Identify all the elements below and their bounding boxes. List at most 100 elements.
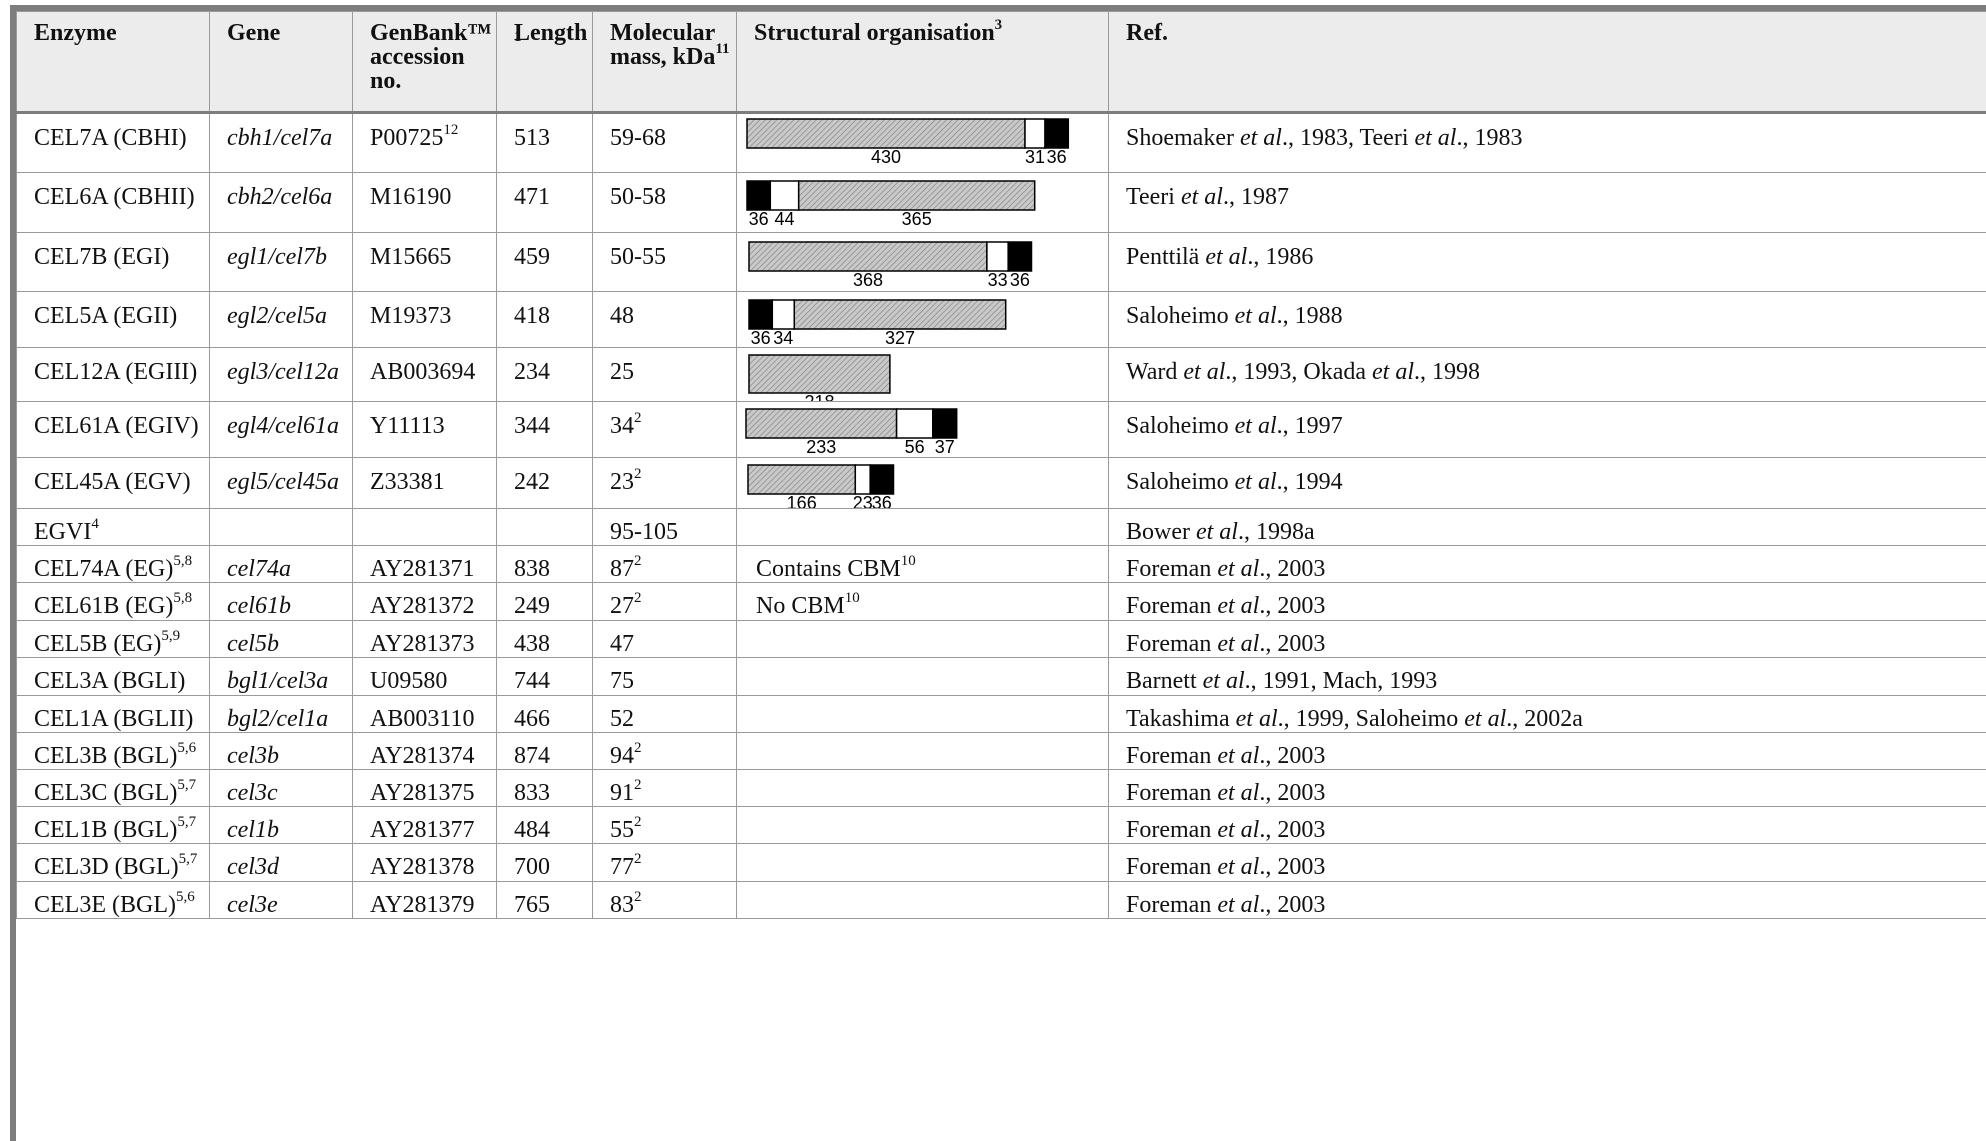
- genbank-accession: Y11113: [370, 413, 445, 439]
- cell-ref: Foreman et al., 2003: [1108, 769, 1986, 807]
- cell-gene: bgl1/cel3a: [209, 657, 353, 696]
- cell-structural-organisation: [736, 769, 1109, 807]
- catalytic-domain-block: [793, 299, 1007, 330]
- enzyme-name: CEL5B (EG): [34, 631, 162, 657]
- genbank-accession: M15665: [370, 244, 452, 270]
- enzyme-name: CEL7A (CBHI): [34, 125, 187, 151]
- mass-footnote: 2: [634, 851, 642, 867]
- table-row: CEL3A (BGLI) bgl1/cel3a U09580 744 75 Barnett…: [16, 657, 1986, 696]
- length-value: 466: [514, 706, 550, 732]
- cell-gene: cel61b: [209, 582, 353, 621]
- segment-length-label: 233: [806, 437, 836, 457]
- segment-length-label: 430: [871, 147, 901, 167]
- cell-molecular-mass: 52: [592, 695, 737, 733]
- enzyme-name: CEL3B (BGL): [34, 743, 178, 769]
- cbm-block: [746, 180, 772, 211]
- mass-value: 77: [610, 854, 634, 880]
- cell-gene: egl4/cel61a: [209, 401, 353, 458]
- enzyme-footnote: 5,8: [173, 553, 193, 569]
- ref-text: ., 2003: [1259, 593, 1326, 619]
- cell-enzyme: CEL7A (CBHI): [16, 112, 210, 173]
- header-row: Enzyme Gene GenBank™ accession no. Length 1…: [16, 11, 1986, 114]
- gene-name: cel1b: [227, 817, 279, 843]
- enzyme-name: CEL61B (EG): [34, 593, 174, 619]
- cell-molecular-mass: 772: [592, 843, 737, 882]
- ref-etal: et al: [1217, 593, 1260, 619]
- segment-length-label: 36: [749, 209, 769, 229]
- mass-value: 34: [610, 413, 634, 439]
- cell-structural-organisation: No CBM10: [736, 582, 1109, 621]
- gene-name: cel74a: [227, 556, 291, 582]
- cell-enzyme: CEL61A (EGIV): [16, 401, 210, 458]
- cell-ref: Saloheimo et al., 1988: [1108, 291, 1986, 348]
- col-header-structural-organisation: Structural organisation3: [736, 11, 1109, 114]
- gene-name: cel61b: [227, 593, 291, 619]
- ref-etal: et al: [1205, 244, 1248, 270]
- enzyme-footnote: 5,7: [177, 777, 197, 793]
- ref-text: Teeri: [1126, 184, 1181, 210]
- ref-text: ., 1998: [1414, 359, 1481, 385]
- mass-value: 27: [610, 593, 634, 619]
- table-row: CEL6A (CBHII) cbh2/cel6a M16190 471 50-58 36 4…: [16, 172, 1986, 233]
- ref-text: ., 1987: [1222, 184, 1289, 210]
- enzyme-name: CEL3C (BGL): [34, 780, 178, 806]
- length-value: 438: [514, 631, 550, 657]
- ref-text: Saloheimo: [1126, 469, 1235, 495]
- segment-length-label: 37: [935, 437, 955, 457]
- enzyme-name: CEL3D (BGL): [34, 854, 179, 880]
- mass-value: 87: [610, 556, 634, 582]
- catalytic-domain-block: [746, 118, 1026, 149]
- enzyme-name: EGVI: [34, 519, 92, 545]
- cell-gene: cel5b: [209, 620, 353, 658]
- col-header-molecular-mass: Molecular mass, kDa11: [592, 11, 737, 114]
- mass-footnote: 2: [634, 777, 642, 793]
- ref-etal: et al: [1217, 892, 1260, 918]
- ref-etal: et al: [1195, 519, 1238, 545]
- mass-footnote: 2: [634, 466, 642, 482]
- table-row: CEL45A (EGV) egl5/cel45a Z33381 242 232 166 23…: [16, 457, 1986, 509]
- table-row: CEL3B (BGL)5,6 cel3b AY281374 874 942 Foreman…: [16, 732, 1986, 770]
- col-header-length: Length 1: [496, 11, 593, 114]
- ref-etal: et al: [1217, 817, 1260, 843]
- enzyme-footnote: 5,7: [177, 814, 197, 830]
- mass-value: 55: [610, 817, 634, 843]
- mass-value: 95-105: [610, 519, 678, 545]
- ref-etal: et al: [1239, 125, 1282, 151]
- cell-enzyme: CEL7B (EGI): [16, 232, 210, 292]
- ref-etal: et al: [1183, 359, 1226, 385]
- segment-length-label: 31: [1025, 147, 1045, 167]
- mass-value: 50-55: [610, 244, 666, 270]
- table-row: CEL1A (BGLII) bgl2/cel1a AB003110 466 52 Taka…: [16, 695, 1986, 733]
- domain-structure-diagram: 430 31 36: [746, 118, 1070, 167]
- genbank-accession: AY281374: [370, 743, 475, 769]
- cell-structural-organisation: [736, 695, 1109, 733]
- cell-structural-organisation: [736, 881, 1109, 919]
- cell-length: 344: [496, 401, 593, 458]
- cell-length: 249: [496, 582, 593, 621]
- ref-text: Bower: [1126, 519, 1196, 545]
- cell-gene: cbh1/cel7a: [209, 112, 353, 173]
- segment-length-label: 36: [751, 328, 771, 348]
- mass-footnote: 2: [634, 590, 642, 606]
- genbank-accession: U09580: [370, 668, 448, 694]
- mass-value: 25: [610, 359, 634, 385]
- cell-enzyme: CEL12A (EGIII): [16, 347, 210, 402]
- length-value: 765: [514, 892, 550, 918]
- cell-length: 466: [496, 695, 593, 733]
- cell-molecular-mass: 342: [592, 401, 737, 458]
- ref-text: Foreman: [1126, 892, 1218, 918]
- catalytic-domain-block: [745, 408, 898, 439]
- cell-structural-organisation: 430 31 36: [736, 112, 1109, 173]
- table-row: CEL7A (CBHI) cbh1/cel7a P0072512 513 59-68 43…: [16, 112, 1986, 173]
- structure-note-footnote: 10: [844, 590, 860, 606]
- cbm-block: [748, 299, 774, 330]
- length-value: 874: [514, 743, 550, 769]
- segment-length-label: 365: [902, 209, 932, 229]
- enzyme-name: CEL5A (EGII): [34, 303, 178, 329]
- genbank-accession: AY281375: [370, 780, 475, 806]
- length-value: 249: [514, 593, 550, 619]
- structure-note-footnote: 10: [900, 553, 916, 569]
- linker-block: [895, 408, 934, 439]
- ref-text: Shoemaker: [1126, 125, 1240, 151]
- cell-length: 833: [496, 769, 593, 807]
